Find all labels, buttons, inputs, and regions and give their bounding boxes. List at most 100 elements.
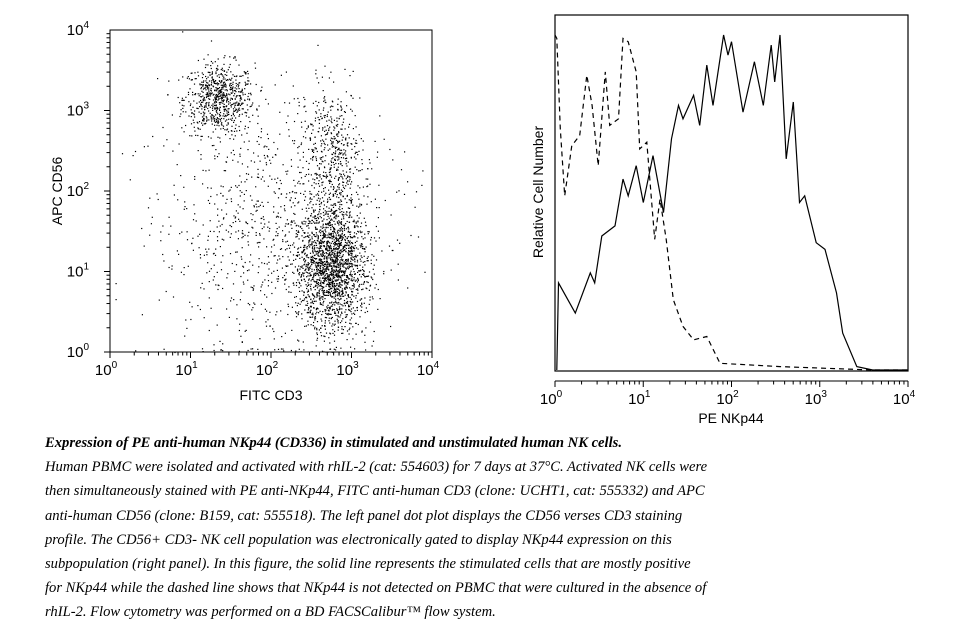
scatter-point bbox=[222, 195, 224, 197]
scatter-point bbox=[256, 108, 258, 110]
scatter-point bbox=[316, 77, 318, 79]
scatter-point bbox=[319, 299, 321, 301]
scatter-point bbox=[338, 131, 340, 133]
y-tick-label: 100 bbox=[67, 342, 90, 361]
scatter-point bbox=[322, 254, 324, 256]
scatter-point bbox=[271, 246, 273, 248]
scatter-point bbox=[340, 189, 343, 191]
scatter-point bbox=[349, 247, 351, 249]
scatter-point bbox=[246, 270, 249, 272]
scatter-point bbox=[234, 98, 236, 100]
scatter-point bbox=[332, 233, 334, 235]
scatter-point bbox=[332, 292, 334, 295]
scatter-point bbox=[322, 298, 324, 300]
scatter-point bbox=[221, 209, 223, 211]
scatter-point bbox=[349, 278, 351, 280]
scatter-point bbox=[229, 85, 231, 87]
scatter-point bbox=[284, 279, 286, 281]
scatter-point bbox=[334, 229, 336, 231]
scatter-point bbox=[331, 316, 333, 319]
scatter-point bbox=[322, 234, 324, 236]
scatter-point bbox=[317, 216, 319, 218]
scatter-point bbox=[338, 186, 340, 189]
scatter-point bbox=[208, 110, 210, 112]
scatter-point bbox=[332, 282, 334, 284]
scatter-point bbox=[273, 255, 275, 257]
scatter-point bbox=[354, 261, 356, 263]
scatter-point bbox=[298, 231, 300, 233]
scatter-point bbox=[313, 272, 315, 274]
scatter-point bbox=[360, 305, 362, 307]
scatter-point bbox=[248, 92, 250, 95]
scatter-point bbox=[358, 285, 360, 287]
scatter-point bbox=[314, 117, 317, 119]
scatter-point bbox=[213, 344, 215, 346]
scatter-point bbox=[347, 283, 349, 285]
scatter-point bbox=[215, 248, 217, 250]
scatter-point bbox=[327, 246, 329, 248]
scatter-point bbox=[258, 105, 260, 107]
scatter-point bbox=[198, 121, 201, 123]
scatter-point bbox=[285, 234, 287, 236]
scatter-point bbox=[301, 265, 303, 267]
scatter-point bbox=[320, 264, 322, 267]
scatter-point bbox=[333, 129, 335, 131]
scatter-point bbox=[355, 295, 357, 297]
scatter-point bbox=[315, 253, 317, 255]
scatter-point bbox=[336, 254, 339, 256]
scatter-point bbox=[341, 257, 343, 259]
scatter-point bbox=[293, 242, 295, 244]
scatter-point bbox=[230, 200, 233, 203]
scatter-point bbox=[306, 128, 308, 130]
scatter-point bbox=[351, 194, 353, 196]
scatter-point bbox=[331, 270, 333, 272]
scatter-point bbox=[267, 256, 269, 258]
scatter-point bbox=[197, 305, 199, 307]
scatter-point bbox=[238, 107, 240, 109]
scatter-point bbox=[209, 202, 211, 204]
scatter-point bbox=[188, 78, 190, 80]
scatter-point bbox=[269, 159, 271, 161]
scatter-point bbox=[338, 263, 340, 265]
scatter-point bbox=[230, 104, 232, 106]
scatter-point bbox=[307, 235, 309, 237]
scatter-point bbox=[239, 109, 241, 111]
scatter-point bbox=[331, 301, 333, 303]
scatter-point bbox=[252, 289, 254, 291]
scatter-point bbox=[309, 272, 311, 274]
scatter-point bbox=[271, 178, 273, 180]
x-tick-label: 102 bbox=[716, 389, 739, 408]
scatter-point bbox=[340, 200, 343, 202]
scatter-point bbox=[353, 271, 355, 273]
scatter-point bbox=[211, 114, 213, 116]
scatter-point bbox=[303, 299, 305, 302]
scatter-point bbox=[310, 174, 312, 176]
scatter-point bbox=[195, 220, 197, 222]
scatter-point bbox=[240, 256, 242, 258]
scatter-point bbox=[258, 246, 260, 248]
scatter-point bbox=[219, 106, 221, 108]
scatter-point bbox=[296, 312, 298, 314]
scatter-point bbox=[319, 205, 321, 208]
scatter-point bbox=[261, 201, 263, 203]
scatter-point bbox=[339, 308, 341, 310]
scatter-point bbox=[333, 119, 335, 121]
scatter-point bbox=[223, 103, 225, 105]
scatter-point bbox=[333, 275, 335, 277]
scatter-point bbox=[331, 226, 333, 228]
scatter-point bbox=[198, 111, 200, 113]
scatter-point bbox=[337, 312, 339, 314]
scatter-point bbox=[347, 277, 349, 279]
scatter-point bbox=[315, 281, 317, 283]
scatter-point bbox=[229, 102, 231, 104]
scatter-point bbox=[321, 261, 323, 263]
scatter-point bbox=[307, 267, 309, 269]
scatter-point bbox=[308, 148, 310, 150]
scatter-point bbox=[332, 308, 334, 310]
scatter-point bbox=[332, 188, 334, 191]
scatter-point bbox=[298, 274, 300, 276]
scatter-point bbox=[247, 126, 249, 129]
scatter-point bbox=[356, 307, 358, 309]
scatter-point bbox=[277, 275, 279, 277]
scatter-point bbox=[306, 248, 308, 250]
